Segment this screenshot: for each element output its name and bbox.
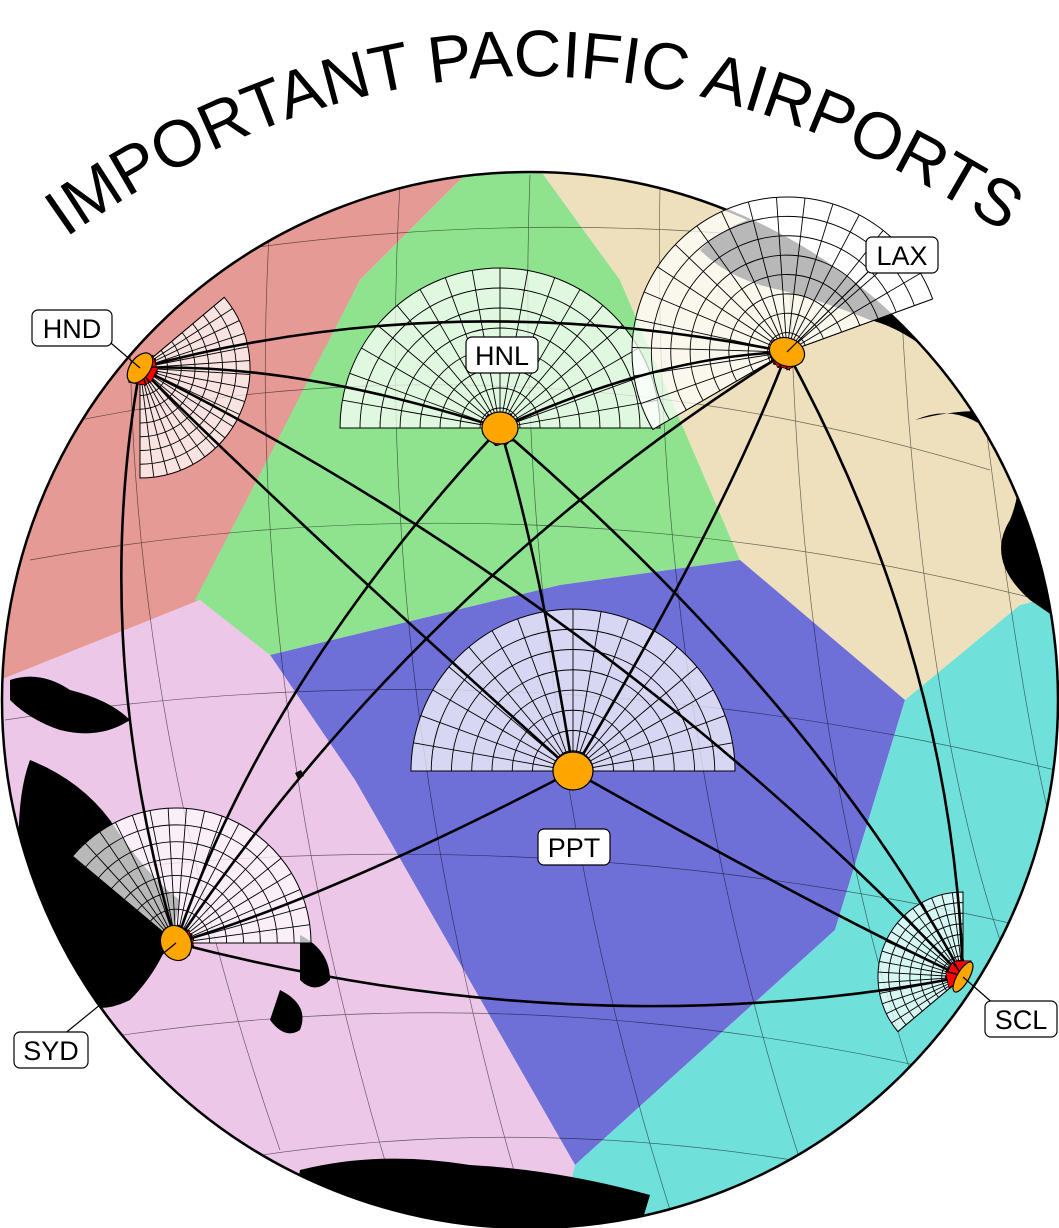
airport-hnl-marker[interactable] xyxy=(482,412,518,444)
label-ppt-text: PPT xyxy=(548,833,601,863)
label-syd[interactable]: SYD xyxy=(14,1032,88,1068)
label-hnl-text: HNL xyxy=(475,341,529,371)
label-syd-text: SYD xyxy=(23,1036,79,1066)
label-ppt[interactable]: PPT xyxy=(538,829,610,865)
label-scl[interactable]: SCL xyxy=(985,1001,1057,1037)
label-hnd[interactable]: HND xyxy=(32,310,112,346)
label-lax[interactable]: LAX xyxy=(866,237,938,273)
label-hnl[interactable]: HNL xyxy=(466,337,538,373)
label-scl-text: SCL xyxy=(995,1005,1048,1035)
airport-ppt-marker[interactable] xyxy=(553,752,593,790)
label-lax-text: LAX xyxy=(876,241,927,271)
label-hnd-text: HND xyxy=(43,314,102,344)
